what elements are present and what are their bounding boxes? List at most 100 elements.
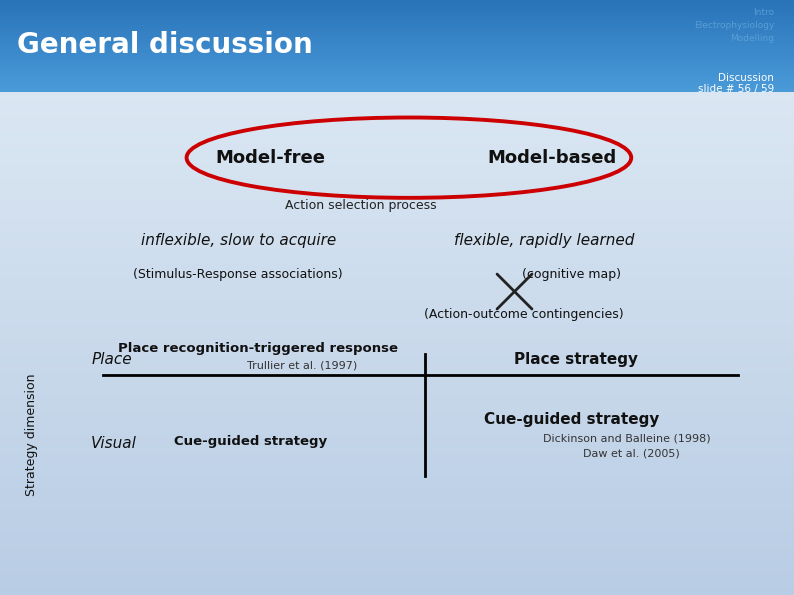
- Bar: [0, 53, 794, 55]
- Text: Place strategy: Place strategy: [514, 352, 638, 368]
- Bar: [0, 339, 794, 344]
- Bar: [0, 384, 794, 389]
- Text: Cue-guided strategy: Cue-guided strategy: [174, 435, 326, 448]
- Bar: [0, 535, 794, 540]
- Bar: [0, 42, 794, 44]
- Bar: [0, 83, 794, 85]
- Bar: [0, 97, 794, 102]
- Bar: [0, 87, 794, 90]
- Bar: [0, 364, 794, 369]
- Text: (Action-outcome contingencies): (Action-outcome contingencies): [424, 308, 624, 321]
- Bar: [0, 62, 794, 64]
- Bar: [0, 560, 794, 565]
- Text: Visual: Visual: [91, 436, 137, 451]
- Bar: [0, 379, 794, 384]
- Bar: [0, 148, 794, 152]
- Bar: [0, 5, 794, 7]
- Bar: [0, 213, 794, 218]
- Bar: [0, 459, 794, 464]
- Bar: [0, 530, 794, 535]
- Bar: [0, 324, 794, 328]
- Text: Discussion: Discussion: [719, 73, 774, 83]
- Bar: [0, 178, 794, 183]
- Bar: [0, 60, 794, 62]
- Bar: [0, 67, 794, 69]
- Text: (Stimulus-Response associations): (Stimulus-Response associations): [133, 268, 343, 281]
- Bar: [0, 424, 794, 429]
- Text: Model-based: Model-based: [488, 149, 616, 167]
- Bar: [0, 198, 794, 203]
- Text: slide # 56 / 59: slide # 56 / 59: [698, 84, 774, 95]
- Bar: [0, 303, 794, 308]
- Bar: [0, 16, 794, 18]
- Bar: [0, 590, 794, 595]
- Bar: [0, 515, 794, 519]
- Bar: [0, 71, 794, 74]
- Bar: [0, 258, 794, 263]
- Bar: [0, 51, 794, 53]
- Bar: [0, 555, 794, 560]
- Bar: [0, 490, 794, 494]
- Bar: [0, 107, 794, 112]
- Bar: [0, 30, 794, 32]
- Bar: [0, 143, 794, 148]
- Bar: [0, 550, 794, 555]
- Bar: [0, 11, 794, 14]
- Text: Cue-guided strategy: Cue-guided strategy: [484, 412, 659, 427]
- Bar: [0, 85, 794, 87]
- Bar: [0, 273, 794, 278]
- Text: inflexible, slow to acquire: inflexible, slow to acquire: [141, 233, 336, 249]
- Bar: [0, 74, 794, 76]
- Bar: [0, 414, 794, 419]
- Bar: [0, 409, 794, 414]
- Bar: [0, 81, 794, 83]
- Bar: [0, 353, 794, 359]
- Bar: [0, 580, 794, 585]
- Bar: [0, 2, 794, 5]
- Text: Electrophysiology: Electrophysiology: [694, 21, 774, 30]
- Bar: [0, 344, 794, 349]
- Bar: [0, 112, 794, 117]
- Bar: [0, 545, 794, 550]
- Bar: [0, 494, 794, 499]
- Bar: [0, 464, 794, 469]
- Bar: [0, 76, 794, 79]
- Bar: [0, 509, 794, 515]
- Text: (cognitive map): (cognitive map): [522, 268, 621, 281]
- Bar: [0, 439, 794, 444]
- Bar: [0, 389, 794, 394]
- Bar: [0, 10, 794, 11]
- Bar: [0, 248, 794, 253]
- Bar: [0, 253, 794, 258]
- Text: Trullier et al. (1997): Trullier et al. (1997): [247, 361, 357, 371]
- Text: Place recognition-triggered response: Place recognition-triggered response: [118, 342, 398, 355]
- Bar: [0, 37, 794, 39]
- Bar: [0, 298, 794, 303]
- Bar: [0, 203, 794, 208]
- Bar: [0, 399, 794, 404]
- Bar: [0, 55, 794, 58]
- Bar: [0, 90, 794, 92]
- Text: Modelling: Modelling: [730, 34, 774, 43]
- Text: Model-free: Model-free: [215, 149, 325, 167]
- Bar: [0, 18, 794, 21]
- Bar: [0, 263, 794, 268]
- Bar: [0, 173, 794, 178]
- Bar: [0, 293, 794, 298]
- Bar: [0, 349, 794, 353]
- Bar: [0, 278, 794, 283]
- Bar: [0, 565, 794, 570]
- Bar: [0, 79, 794, 81]
- Text: Place: Place: [91, 352, 132, 368]
- Text: Daw et al. (2005): Daw et al. (2005): [583, 449, 680, 459]
- Bar: [0, 374, 794, 379]
- Bar: [0, 238, 794, 243]
- Text: Strategy dimension: Strategy dimension: [25, 373, 38, 496]
- Bar: [0, 474, 794, 480]
- Bar: [0, 525, 794, 530]
- Bar: [0, 123, 794, 127]
- Text: Intro: Intro: [754, 8, 774, 17]
- Bar: [0, 429, 794, 434]
- Bar: [0, 570, 794, 575]
- Text: Dickinson and Balleine (1998): Dickinson and Balleine (1998): [543, 434, 711, 443]
